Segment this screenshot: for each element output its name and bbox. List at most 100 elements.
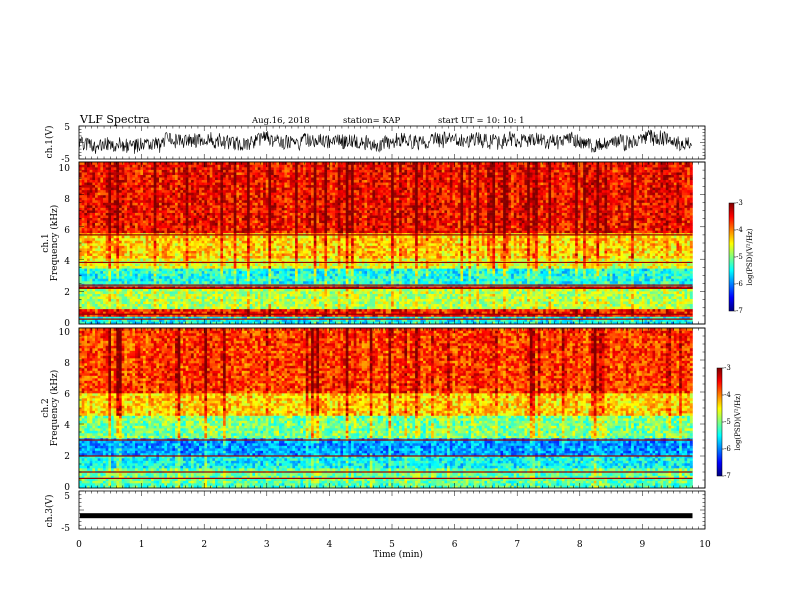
spectrogram-cell — [500, 293, 504, 297]
spectrogram-cell — [265, 318, 269, 322]
spectrogram-cell — [319, 296, 323, 299]
spectrogram-cell — [97, 298, 101, 302]
spectrogram-cell — [273, 301, 277, 305]
spectrogram-cell — [535, 278, 539, 282]
spectrogram-cell — [276, 291, 280, 294]
spectrogram-cell — [551, 306, 555, 310]
spectrogram-cell — [524, 316, 528, 320]
spectrogram-cell — [161, 303, 165, 307]
spectrogram-cell — [153, 278, 157, 282]
spectrogram-cell — [79, 318, 82, 322]
spectrogram-cell — [137, 298, 141, 302]
spectrogram-cell — [588, 280, 592, 284]
spectrogram-cell — [633, 296, 637, 299]
spectrogram-cell — [463, 318, 467, 322]
spectrogram-cell — [473, 318, 477, 322]
spectrogram-cell — [564, 273, 568, 277]
spectrogram-cell — [84, 316, 88, 320]
spectrogram-cell — [545, 280, 549, 284]
spectrogram-cell — [604, 313, 608, 317]
spectrogram-cell — [537, 301, 541, 305]
spectrogram-cell — [140, 275, 144, 279]
spectrogram-cell — [209, 308, 213, 312]
spectrogram-cell — [623, 296, 627, 299]
spectrogram-cell — [169, 321, 173, 325]
spectrogram-cell — [449, 306, 453, 310]
spectrogram-cell — [284, 275, 288, 279]
spectrogram-cell — [255, 293, 259, 297]
spectrogram-cell — [116, 306, 120, 310]
spectrogram-cell — [668, 296, 672, 299]
spectrogram-cell — [175, 288, 178, 292]
spectrogram-cell — [153, 313, 157, 317]
spectrogram-cell — [271, 303, 275, 307]
spectrogram-cell — [601, 306, 605, 310]
spectrogram-cell — [420, 296, 424, 299]
spectrogram-cell — [548, 313, 552, 317]
spectrogram-cell — [393, 321, 397, 325]
spectrogram-cell — [452, 293, 456, 297]
spectrogram-cell — [260, 280, 264, 284]
spectrogram-cell — [201, 308, 205, 312]
spectrogram-cell — [380, 316, 384, 320]
spectrogram-cell — [561, 293, 565, 297]
spectrogram-cell — [153, 286, 157, 289]
spectrogram-cell — [492, 278, 496, 282]
spectrogram-cell — [113, 291, 117, 294]
spectrogram-cell — [508, 288, 512, 292]
spectrogram-cell — [191, 311, 194, 315]
spectrogram-cell — [396, 288, 400, 292]
spectrogram-cell — [95, 303, 98, 307]
spectrogram-cell — [324, 278, 328, 282]
spectrogram-cell — [404, 288, 408, 292]
spectrogram-cell — [641, 321, 645, 325]
spectrogram-cell — [668, 275, 672, 279]
spectrogram-cell — [220, 308, 224, 312]
spectrogram-cell — [487, 293, 491, 297]
spectrogram-cell — [169, 286, 173, 289]
spectrogram-cell — [121, 296, 125, 299]
spectrogram-cell — [623, 275, 627, 279]
spectrogram-cell — [439, 301, 443, 305]
spectrogram-cell — [473, 321, 477, 325]
spectrogram-cell — [444, 275, 448, 279]
spectrogram-cell — [612, 308, 616, 312]
spectrogram-cell — [404, 308, 408, 312]
spectrogram-cell — [196, 318, 200, 322]
spectrogram-cell — [119, 286, 122, 289]
spectrogram-cell — [375, 298, 379, 302]
spectrogram-cell — [684, 291, 688, 294]
spectrogram-cell — [457, 293, 461, 297]
spectrogram-cell — [412, 303, 416, 307]
spectrogram-cell — [511, 321, 515, 325]
spectrogram-cell — [639, 316, 643, 320]
spectrogram-cell — [537, 316, 541, 320]
spectrogram-cell — [311, 280, 315, 284]
spectrogram-cell — [105, 311, 109, 315]
spectrogram-cell — [393, 311, 397, 315]
spectrogram-cell — [79, 270, 82, 274]
spectrogram-cell — [415, 291, 419, 294]
spectrogram-cell — [183, 270, 186, 274]
spectrogram-cell — [439, 308, 443, 312]
spectrogram-cell — [495, 270, 499, 274]
spectrogram-cell — [89, 270, 93, 274]
spectrogram-cell — [289, 318, 293, 322]
spectrogram-cell — [583, 286, 587, 289]
spectrogram-cell — [561, 316, 565, 320]
spectrogram-cell — [377, 301, 381, 305]
spectrogram-cell — [511, 293, 515, 297]
spectrogram-cell — [655, 288, 659, 292]
spectrogram-cell — [639, 273, 643, 277]
spectrogram-cell — [151, 308, 154, 312]
spectrogram-cell — [340, 301, 344, 305]
spectrogram-cell — [217, 308, 221, 312]
spectrogram-cell — [276, 311, 280, 315]
spectrogram-cell — [369, 270, 373, 274]
spectrogram-cell — [265, 316, 269, 320]
spectrogram-cell — [513, 311, 517, 315]
spectrogram-cell — [540, 313, 544, 317]
spectrogram-cell — [207, 286, 210, 289]
spectrogram-cell — [100, 301, 104, 305]
spectrogram-cell — [356, 286, 360, 289]
